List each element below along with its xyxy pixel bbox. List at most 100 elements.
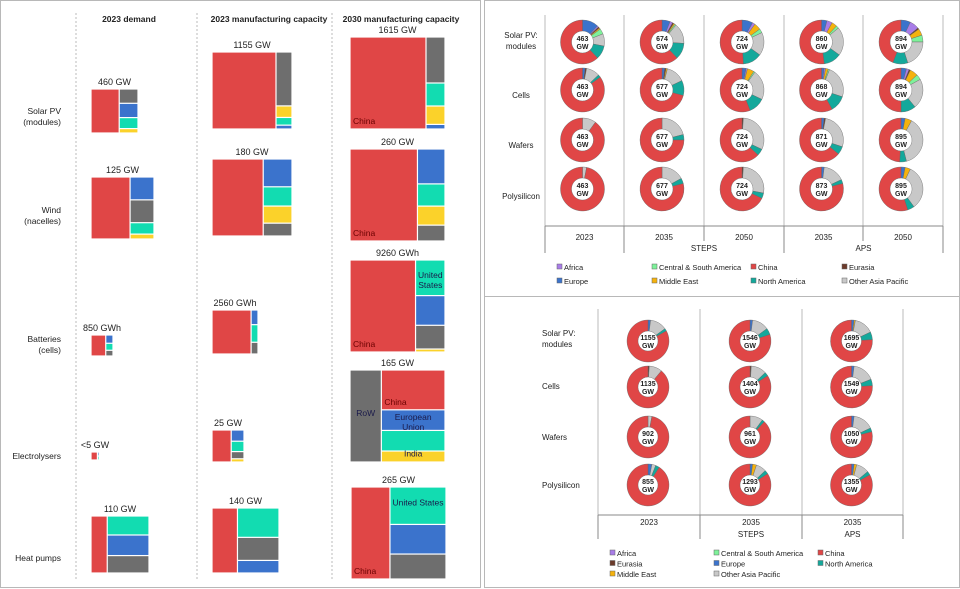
legend-swatch	[750, 277, 757, 284]
treemap-segment-united-states	[276, 118, 292, 125]
segment-label: United States	[418, 270, 443, 290]
donut-slice-china	[799, 67, 833, 113]
donut: 1355 GW	[830, 463, 873, 507]
legend-swatch	[817, 549, 824, 556]
row-label: Solar PV (modules)	[23, 106, 61, 127]
treemap-segment-united-states	[263, 187, 292, 206]
row-label: Wind (nacelles)	[24, 205, 61, 226]
legend-label: Other Asia Pacific	[849, 277, 908, 286]
legend-label: Central & South America	[721, 549, 804, 558]
treemap-cell: 180 GW	[212, 147, 292, 236]
legend-label: Central & South America	[659, 263, 742, 272]
treemap-segment-european-union	[130, 177, 154, 200]
legend-swatch	[750, 263, 757, 270]
row-label: Solar PV: modules	[542, 329, 576, 349]
donut-center-label: 463 GW	[576, 36, 588, 51]
scenario-label: APS	[855, 244, 871, 253]
donut-slice-china	[878, 67, 902, 113]
donut-slice-china	[719, 67, 751, 113]
total-label: <5 GW	[81, 440, 110, 450]
scenario-label: APS	[844, 530, 860, 539]
treemap-cell: 265 GW China United States	[351, 475, 446, 579]
x-tick-label: 2035	[844, 518, 862, 527]
segment-label: European Union	[395, 412, 432, 432]
donut: 860 GW	[799, 19, 844, 65]
x-tick-label: 2035	[655, 233, 673, 242]
donut-grid-chart-scenarios: Solar PV: modules Cells Wafers Polysilicon 20…	[502, 15, 944, 286]
treemap-segment-row	[231, 452, 244, 459]
treemap-cell: 2560 GWh	[212, 298, 258, 354]
treemap-segment-india	[418, 206, 445, 225]
total-label: 110 GW	[104, 504, 137, 514]
donut-center-label: 724 GW	[736, 84, 748, 99]
donut: 961 GW	[728, 415, 772, 459]
donut-slice-china	[719, 117, 759, 163]
donut-slice-china	[560, 166, 605, 212]
total-label: 460 GW	[98, 77, 132, 87]
treemap-segment-china	[91, 452, 97, 460]
donut: 873 GW	[799, 166, 844, 212]
segment-label: China	[353, 228, 375, 238]
treemap-segment-european-union	[106, 335, 113, 343]
legend-swatch	[556, 277, 563, 284]
legend-label: China	[758, 263, 778, 272]
total-label: 260 GW	[381, 137, 415, 147]
donut-center-label: 677 GW	[656, 84, 668, 99]
treemap-segment-india	[263, 206, 292, 223]
scenario-label: STEPS	[691, 244, 717, 253]
total-label: 2560 GWh	[213, 298, 256, 308]
row-label: Electrolysers	[12, 451, 61, 461]
legend-swatch	[713, 560, 720, 566]
x-tick-label: 2023	[640, 518, 658, 527]
treemap-cell: 460 GW	[91, 77, 138, 133]
donut-center-label: 895 GW	[895, 134, 907, 149]
donut-center-label: 724 GW	[736, 36, 748, 51]
total-label: 9260 GWh	[376, 248, 419, 258]
treemap-cell: <5 GW	[81, 440, 110, 460]
treemap-segment-row	[390, 554, 446, 579]
donut-slice-china	[719, 166, 763, 212]
row-label: Polysilicon	[542, 481, 580, 490]
donut-slice-china	[626, 365, 670, 409]
treemap-segment-row	[106, 350, 113, 356]
total-label: 265 GW	[382, 475, 416, 485]
donut-slice-china	[560, 19, 598, 65]
treemap-cell: 110 GW	[91, 504, 149, 573]
treemap-segment-india	[416, 349, 445, 352]
donut-center-label: 868 GW	[815, 84, 827, 99]
treemap-segment-united-states	[106, 343, 113, 350]
donut-slice-china	[728, 415, 772, 459]
treemap-chart: 2023 demand 2023 manufacturing capacity 20…	[12, 13, 460, 579]
donut-center-label: 1695 GW	[844, 335, 860, 350]
treemap-segment-china	[212, 52, 276, 129]
total-label: 25 GW	[214, 418, 243, 428]
donut-center-label: 1549 GW	[844, 381, 860, 396]
column-header: 2030 manufacturing capacity	[343, 14, 460, 24]
treemap-cell: 140 GW	[212, 496, 279, 573]
treemap-segment-row	[426, 37, 445, 83]
row-label: Wafers	[508, 141, 533, 150]
treemap-segment-united-states	[238, 508, 279, 537]
legend-swatch	[713, 570, 720, 577]
treemap-segment-united-states	[231, 441, 244, 451]
donut-slice-china	[560, 67, 605, 113]
total-label: 1615 GW	[378, 25, 417, 35]
treemap-segment-china	[212, 310, 251, 354]
donut-center-label: 1135 GW	[640, 381, 655, 396]
donut-center-label: 463 GW	[576, 134, 588, 149]
treemap-segment-european-union	[263, 159, 292, 187]
legend-swatch	[609, 560, 616, 566]
donut-slice-china	[728, 319, 772, 363]
row-label: Heat pumps	[15, 553, 61, 563]
donut-slice-china	[799, 19, 825, 65]
legend-swatch	[609, 570, 616, 577]
donut: 894 GW	[878, 19, 924, 65]
donut: 677 GW	[639, 117, 685, 163]
treemap-segment-china	[350, 149, 417, 241]
row-label: Batteries (cells)	[27, 334, 61, 355]
treemap-cell: 260 GW China	[350, 137, 445, 241]
donut-slice-china	[878, 166, 909, 212]
x-tick-label: 2023	[576, 233, 594, 242]
legend-label: Middle East	[659, 277, 699, 286]
legend-swatch	[609, 549, 616, 556]
